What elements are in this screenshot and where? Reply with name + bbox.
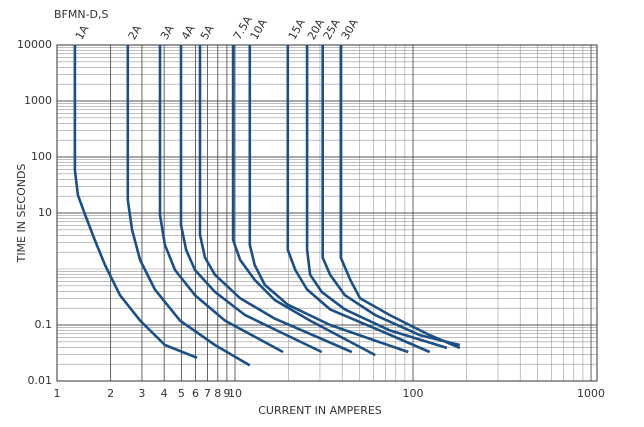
fuse-curve — [158, 45, 284, 354]
series-label: 30A — [339, 16, 361, 42]
x-tick-label: 9 — [223, 387, 230, 400]
fuse-curve — [321, 45, 461, 347]
fuse-curve — [248, 45, 409, 354]
fuse-curve — [339, 45, 461, 350]
fuse-curve — [231, 45, 376, 357]
series-label: 15A — [286, 16, 308, 42]
y-tick-label: 0.1 — [35, 318, 53, 331]
fuse-curve — [179, 45, 323, 354]
x-tick-label: 5 — [178, 387, 185, 400]
y-axis-label: TIME IN SECONDS — [15, 164, 28, 264]
fuse-curve — [305, 45, 448, 350]
x-tick-label: 100 — [403, 387, 424, 400]
series-label: 1A — [73, 23, 92, 42]
x-tick-label: 10 — [228, 387, 242, 400]
x-tick-label: 1000 — [577, 387, 605, 400]
x-tick-label: 4 — [161, 387, 168, 400]
y-tick-label: 1000 — [24, 94, 52, 107]
x-tick-label: 8 — [214, 387, 221, 400]
fuse-curve — [198, 45, 353, 354]
y-tick-label: 10 — [38, 206, 52, 219]
x-tick-label: 3 — [138, 387, 145, 400]
y-tick-label: 0.01 — [28, 374, 53, 387]
series-label: 4A — [179, 23, 198, 42]
y-tick-label: 100 — [31, 150, 52, 163]
series-label: 2A — [126, 23, 145, 42]
series-label: 25A — [321, 16, 343, 42]
plot-frame — [56, 44, 598, 382]
x-tick-label: 7 — [204, 387, 211, 400]
fuse-curve — [286, 45, 431, 354]
fuse-curve — [126, 45, 251, 367]
x-axis-label: CURRENT IN AMPERES — [258, 404, 382, 417]
fuse-curve — [73, 45, 198, 360]
y-tick-label: 10000 — [17, 38, 52, 51]
x-tick-label: 1 — [54, 387, 61, 400]
series-label: 5A — [198, 23, 217, 42]
series-label: 3A — [158, 23, 177, 42]
x-tick-label: 2 — [107, 387, 114, 400]
chart-title: BFMN-D,S — [54, 8, 109, 21]
x-tick-label: 6 — [192, 387, 199, 400]
